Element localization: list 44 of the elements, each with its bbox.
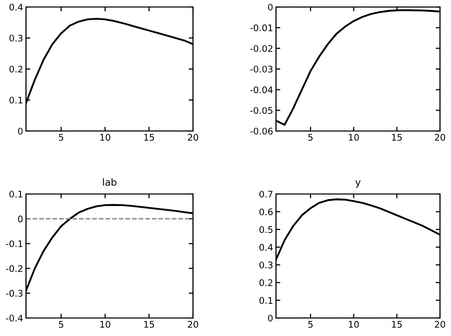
x-tick-label: 5	[58, 321, 64, 328]
y-tick-label: -0.01	[250, 24, 272, 32]
y-tick-label: 0.3	[259, 262, 272, 268]
y-tick-label: 0.2	[9, 66, 22, 73]
y-tick-label: -0.2	[6, 265, 22, 272]
x-tick-label: 5	[308, 321, 313, 328]
y-tick-label: -0.05	[250, 107, 272, 114]
y-tick-label: -0.4	[6, 314, 23, 322]
y-tick-label: -0.04	[250, 86, 273, 94]
y-tick-label: 0.1	[259, 297, 272, 304]
x-tick-label: 5	[58, 134, 64, 141]
y-tick-label: 0.4	[259, 244, 273, 251]
y-tick-label: -0.03	[250, 66, 272, 73]
x-tick-label: 10	[348, 320, 359, 328]
y-tick-label: 0.4	[9, 4, 23, 11]
y-tick-label: 0.1	[9, 96, 22, 104]
y-tick-label: 0	[18, 216, 23, 222]
x-tick-label: 20	[188, 134, 198, 141]
x-tick-label: 20	[188, 320, 198, 328]
x-tick-label: 15	[392, 134, 402, 141]
x-tick-label: 20	[434, 134, 446, 141]
x-tick-label: 15	[392, 321, 402, 328]
y-tick-label: 0	[268, 314, 273, 322]
y-tick-label: 0	[268, 4, 273, 11]
x-tick-label: 10	[100, 134, 110, 141]
x-tick-label: 15	[144, 134, 154, 141]
y-tick-label: 0.3	[9, 34, 22, 42]
y-tick-label: -0.06	[250, 128, 273, 135]
x-tick-label: 20	[434, 320, 446, 328]
x-tick-label: 10	[100, 320, 110, 328]
y-tick-label: 0.5	[259, 226, 272, 233]
x-tick-label: 10	[348, 134, 359, 141]
x-tick-label: 15	[144, 321, 154, 328]
y-tick-label: 0.6	[259, 208, 273, 216]
x-tick-label: 5	[308, 134, 313, 141]
y-tick-label: 0.1	[9, 190, 22, 198]
chart-title: lab	[103, 178, 116, 186]
y-tick-label: 0.2	[259, 279, 272, 286]
y-tick-label: -0.3	[6, 290, 22, 297]
chart-title: y	[355, 180, 361, 188]
y-tick-label: -0.1	[6, 240, 22, 248]
y-tick-label: -0.02	[250, 45, 272, 52]
y-tick-label: 0.7	[259, 190, 272, 198]
y-tick-label: 0	[18, 128, 23, 135]
